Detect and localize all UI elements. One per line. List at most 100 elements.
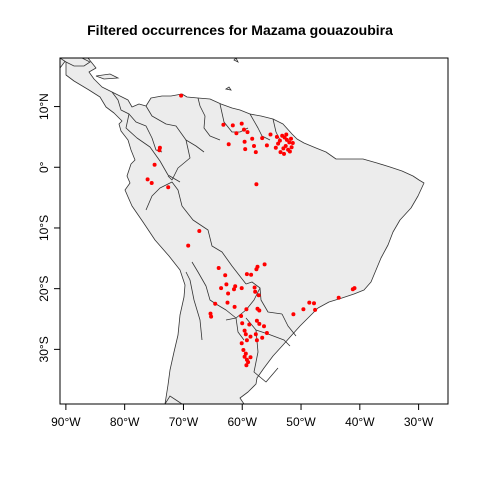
occurrence-point [243,332,248,337]
y-tick-label: 30°S [37,336,51,362]
occurrence-point [253,332,258,337]
y-axis: 10°N 0° 10°S 20°S 30°S [37,93,60,362]
occurrence-point [262,324,266,329]
occurrence-point [255,264,260,269]
x-tick-label: 90°W [51,415,81,429]
plot-frame [59,57,449,405]
y-tick-label: 10°S [37,215,51,241]
map-layer [60,58,425,404]
occurrence-point [252,144,256,148]
occurrence-point [233,284,238,289]
occurrence-point [287,140,292,145]
x-tick-label: 70°W [169,415,199,429]
occurrence-point [352,286,357,291]
occurrence-point [274,134,279,139]
occurrence-point [232,304,237,309]
occurrence-point [278,150,283,155]
occurrence-point [260,335,265,340]
occurrence-point [225,300,230,305]
occurrence-point [273,145,278,150]
occurrence-point [253,289,258,294]
occurrence-point [152,162,157,167]
caribbean-islands [95,58,239,91]
occurrence-point [264,143,269,148]
occurrence-point [244,338,249,343]
x-tick-label: 80°W [110,415,140,429]
occurrence-point [243,351,248,356]
x-axis: 90°W 80°W 70°W 60°W 50°W 40°W 30°W [51,404,434,429]
occurrence-point [179,93,184,98]
occurrence-point [244,272,249,277]
occurrence-point [197,229,202,233]
occurrence-point [242,328,247,333]
x-tick-label: 30°W [404,415,434,429]
occurrence-point [254,318,259,323]
occurrence-point [224,282,229,287]
occurrence-point [284,137,289,142]
occurrence-point [289,145,294,150]
occurrence-point [307,300,312,305]
occurrence-point [219,286,224,291]
yucatan-landmass [60,58,91,67]
occurrence-point [250,136,255,141]
occurrence-point [248,334,253,339]
y-tick-label: 0° [37,161,51,173]
occurrence-point [246,360,251,365]
occurrence-point [243,147,248,152]
occurrence-point [239,286,244,291]
occurrence-point [244,307,249,312]
occurrence-point [239,314,244,318]
occurrence-point [256,293,261,298]
occurrence-point [284,132,289,137]
occurrence-point [149,181,154,185]
occurrence-point [312,301,316,306]
occurrence-point [245,130,250,135]
occurrence-point [254,338,259,343]
occurrence-point [268,132,273,137]
occurrence-point [244,363,249,368]
occurrence-point [291,312,296,317]
occurrence-point [240,321,245,326]
occurrence-point [234,131,239,136]
occurrence-point [145,177,150,182]
occurrence-point [241,348,246,352]
occurrence-point [242,354,247,359]
occurrence-point [247,322,252,327]
occurrence-point [221,122,226,127]
occurrence-point [264,331,269,335]
tierra-del-fuego [164,395,183,404]
occurrence-point [226,291,231,296]
occurrence-point [282,151,286,156]
occurrence-point [336,295,341,300]
occurrence-point [223,273,228,278]
occurrence-point [209,314,214,319]
occurrence-point [301,307,306,312]
occurrence-points [145,93,357,368]
y-tick-label: 10°N [37,93,51,120]
occurrence-point [257,308,262,313]
occurrence-point [254,182,259,187]
occurrence-point [232,287,236,292]
occurrence-point [313,307,318,312]
occurrence-point [226,142,231,147]
occurrence-point [287,149,292,154]
occurrence-point [157,148,162,153]
occurrence-point [281,146,286,151]
occurrence-point [230,123,235,128]
occurrence-point [260,136,265,141]
occurrence-point [242,127,246,132]
occurrence-point [249,272,254,277]
occurrence-point [277,138,282,143]
occurrence-point [239,341,244,346]
x-tick-label: 60°W [228,415,258,429]
occurrence-point [253,150,258,155]
occurrence-point [186,243,191,248]
occurrence-point [262,262,267,267]
occurrence-point [290,141,295,145]
occurrence-point [276,141,281,146]
occurrence-point [257,321,262,326]
occurrence-point [239,121,244,126]
occurrence-point [216,266,221,270]
occurrence-point [252,285,257,290]
